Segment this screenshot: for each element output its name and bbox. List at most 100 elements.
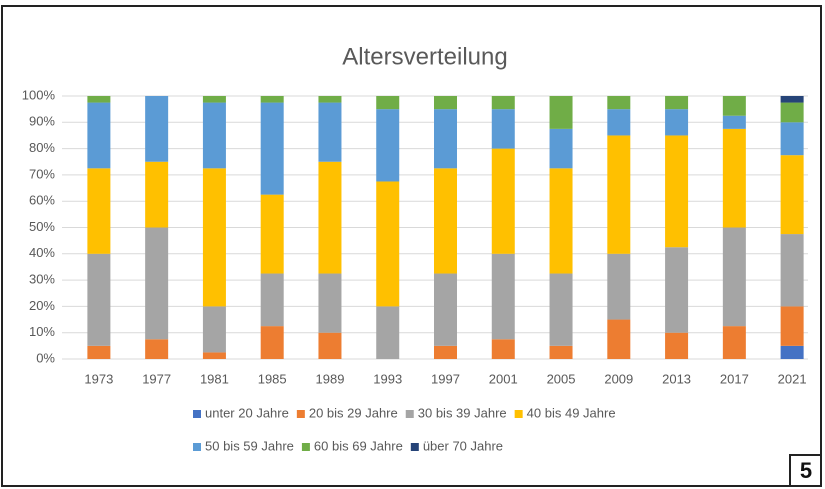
x-tick-label: 1973 bbox=[84, 371, 113, 386]
bar-segment bbox=[607, 135, 631, 254]
bar-segment bbox=[665, 109, 689, 136]
x-tick-label: 1989 bbox=[316, 371, 345, 386]
bar-segment bbox=[376, 96, 400, 110]
bar-segment bbox=[780, 102, 804, 123]
bar-segment bbox=[145, 339, 169, 359]
bar-segment bbox=[549, 345, 573, 359]
page-number: 5 bbox=[800, 458, 812, 483]
legend-label: 20 bis 29 Jahre bbox=[309, 405, 398, 420]
x-tick-label: 1981 bbox=[200, 371, 229, 386]
bar-segment bbox=[434, 109, 457, 169]
bar-segment bbox=[607, 109, 631, 136]
bar-segment bbox=[549, 96, 573, 129]
bar-segment bbox=[549, 273, 573, 346]
y-tick-label: 20% bbox=[29, 298, 55, 313]
bar-segment bbox=[87, 345, 111, 359]
x-tick-label: 1997 bbox=[431, 371, 460, 386]
bar-segment bbox=[318, 161, 342, 274]
bar-segment bbox=[665, 96, 689, 110]
x-tick-label: 1977 bbox=[142, 371, 171, 386]
bar-segment bbox=[722, 227, 746, 327]
x-tick-label: 2001 bbox=[489, 371, 518, 386]
legend-label: 50 bis 59 Jahre bbox=[205, 438, 294, 453]
bar-segment bbox=[722, 128, 746, 228]
x-tick-label: 2005 bbox=[547, 371, 576, 386]
x-tick-label: 1985 bbox=[258, 371, 287, 386]
bar-segment bbox=[87, 96, 111, 103]
legend-swatch bbox=[514, 410, 523, 418]
bar-segment bbox=[434, 168, 457, 274]
bar-segment bbox=[722, 115, 746, 129]
legend-swatch bbox=[193, 443, 201, 451]
bar-segment bbox=[491, 339, 515, 359]
bar-segment bbox=[780, 234, 804, 307]
y-tick-label: 60% bbox=[29, 193, 55, 208]
bar-segment bbox=[722, 96, 746, 116]
bar-segment bbox=[202, 102, 226, 169]
bar-segment bbox=[491, 109, 515, 149]
bar-segment bbox=[202, 352, 226, 359]
bar-segment bbox=[318, 96, 342, 103]
y-tick-label: 70% bbox=[29, 166, 55, 181]
y-tick-label: 90% bbox=[29, 114, 55, 129]
bar-segment bbox=[780, 306, 804, 346]
bar-segment bbox=[434, 96, 457, 110]
bar-segment bbox=[376, 109, 400, 182]
legend-label: über 70 Jahre bbox=[423, 438, 503, 453]
bar-segment bbox=[202, 96, 226, 103]
y-tick-label: 40% bbox=[29, 245, 55, 260]
bar-segment bbox=[665, 247, 689, 333]
legend-swatch bbox=[296, 410, 305, 418]
bar-segment bbox=[491, 253, 515, 340]
bar-segment bbox=[260, 102, 284, 195]
y-tick-label: 80% bbox=[29, 140, 55, 155]
bar-segment bbox=[260, 96, 284, 103]
legend-label: 40 bis 49 Jahre bbox=[527, 405, 616, 420]
x-tick-label: 2013 bbox=[662, 371, 691, 386]
y-tick-label: 10% bbox=[29, 324, 55, 339]
x-tick-label: 1993 bbox=[373, 371, 402, 386]
y-tick-label: 30% bbox=[29, 272, 55, 287]
x-tick-label: 2009 bbox=[604, 371, 633, 386]
bar-segment bbox=[607, 96, 631, 110]
bar-segment bbox=[722, 326, 746, 359]
legend-label: 30 bis 39 Jahre bbox=[418, 405, 507, 420]
legend-swatch bbox=[301, 443, 310, 451]
bar-segment bbox=[780, 122, 804, 156]
bar-segment bbox=[202, 168, 226, 307]
legend-swatch bbox=[410, 443, 419, 451]
bar-segment bbox=[376, 306, 400, 359]
bar-segment bbox=[434, 273, 457, 346]
bar-segment bbox=[87, 168, 111, 254]
bar-segment bbox=[318, 102, 342, 162]
legend-swatch bbox=[405, 410, 414, 418]
x-tick-label: 2021 bbox=[778, 371, 807, 386]
bar-segment bbox=[665, 332, 689, 359]
bar-segment bbox=[260, 194, 284, 274]
bar-segment bbox=[607, 253, 631, 320]
bar-segment bbox=[665, 135, 689, 248]
bar-segment bbox=[491, 96, 515, 110]
bar-segment bbox=[87, 253, 111, 346]
y-tick-label: 100% bbox=[22, 87, 56, 102]
bar-segment bbox=[260, 273, 284, 327]
chart-title: Altersverteilung bbox=[342, 43, 507, 70]
bar-segment bbox=[491, 148, 515, 254]
bar-segment bbox=[780, 96, 804, 103]
legend-label: 60 bis 69 Jahre bbox=[314, 438, 403, 453]
bar-segment bbox=[549, 168, 573, 274]
legend-label: unter 20 Jahre bbox=[205, 405, 289, 420]
legend-swatch bbox=[193, 410, 201, 418]
bar-segment bbox=[318, 332, 342, 359]
bar-segment bbox=[145, 161, 169, 228]
bar-segment bbox=[202, 306, 226, 353]
bar-segment bbox=[260, 326, 284, 359]
y-tick-label: 50% bbox=[29, 219, 55, 234]
bar-segment bbox=[607, 319, 631, 359]
bar-segment bbox=[87, 102, 111, 169]
bar-segment bbox=[318, 273, 342, 333]
y-tick-label: 0% bbox=[36, 350, 55, 365]
bar-segment bbox=[780, 155, 804, 235]
